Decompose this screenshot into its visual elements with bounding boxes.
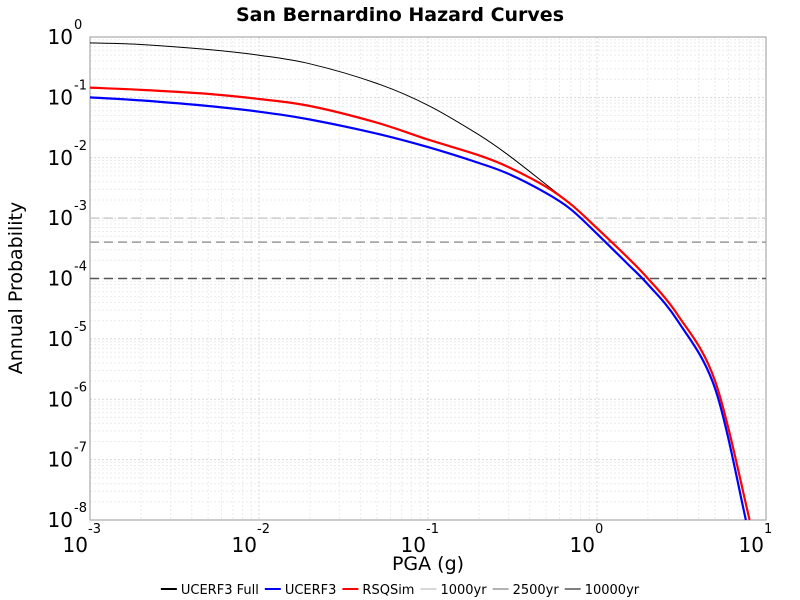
y-tick-label: 10 bbox=[48, 267, 73, 291]
x-tick-exponent: -1 bbox=[426, 522, 439, 537]
legend: UCERF3 Full UCERF3 RSQSim 1000yr 2500yr 10000… bbox=[160, 583, 640, 598]
legend-label-1000yr: 1000yr bbox=[440, 583, 487, 598]
reference-lines bbox=[90, 217, 766, 280]
series-line-ucerf3 bbox=[89, 96, 747, 521]
x-tick-exponent: 1 bbox=[764, 522, 772, 537]
y-tick-exponent: -5 bbox=[74, 320, 87, 335]
x-axis-label: PGA (g) bbox=[392, 553, 464, 575]
y-tick-exponent: -6 bbox=[74, 380, 87, 395]
y-axis-label: Annual Probability bbox=[5, 202, 27, 375]
y-tick-exponent: -2 bbox=[74, 139, 87, 154]
y-tick-label: 10 bbox=[48, 508, 73, 532]
x-tick-exponent: -2 bbox=[257, 522, 270, 537]
x-tick-exponent: 0 bbox=[595, 522, 603, 537]
y-tick-exponent: -4 bbox=[74, 260, 87, 275]
series-lines bbox=[89, 42, 751, 521]
x-tick-label: 10 bbox=[232, 533, 257, 557]
y-tick-label: 10 bbox=[48, 327, 73, 351]
y-tick-exponent: -3 bbox=[74, 199, 87, 214]
x-tick-label: 10 bbox=[570, 533, 595, 557]
x-tick-exponent: -3 bbox=[88, 522, 101, 537]
legend-label-ucerf3: UCERF3 bbox=[285, 583, 337, 598]
y-tick-exponent: 0 bbox=[74, 18, 82, 33]
chart-title: San Bernardino Hazard Curves bbox=[236, 4, 564, 26]
legend-label-rsqsim: RSQSim bbox=[362, 583, 414, 598]
x-tick-label: 10 bbox=[63, 533, 88, 557]
y-tick-label: 10 bbox=[48, 448, 73, 472]
y-tick-label: 10 bbox=[48, 25, 73, 49]
y-tick-exponent: -7 bbox=[74, 441, 87, 456]
y-tick-label: 10 bbox=[48, 387, 73, 411]
y-tick-label: 10 bbox=[48, 85, 73, 109]
x-tick-label: 10 bbox=[401, 533, 426, 557]
x-tick-label: 10 bbox=[739, 533, 764, 557]
series-line-rsqsim bbox=[89, 86, 751, 521]
y-tick-label: 10 bbox=[48, 146, 73, 170]
legend-label-10000yr: 10000yr bbox=[585, 583, 640, 598]
legend-label-ucerf3-full: UCERF3 Full bbox=[181, 583, 259, 598]
y-tick-exponent: -1 bbox=[74, 78, 87, 93]
legend-label-2500yr: 2500yr bbox=[513, 583, 560, 598]
y-tick-label: 10 bbox=[48, 206, 73, 230]
y-tick-exponent: -8 bbox=[74, 501, 87, 516]
